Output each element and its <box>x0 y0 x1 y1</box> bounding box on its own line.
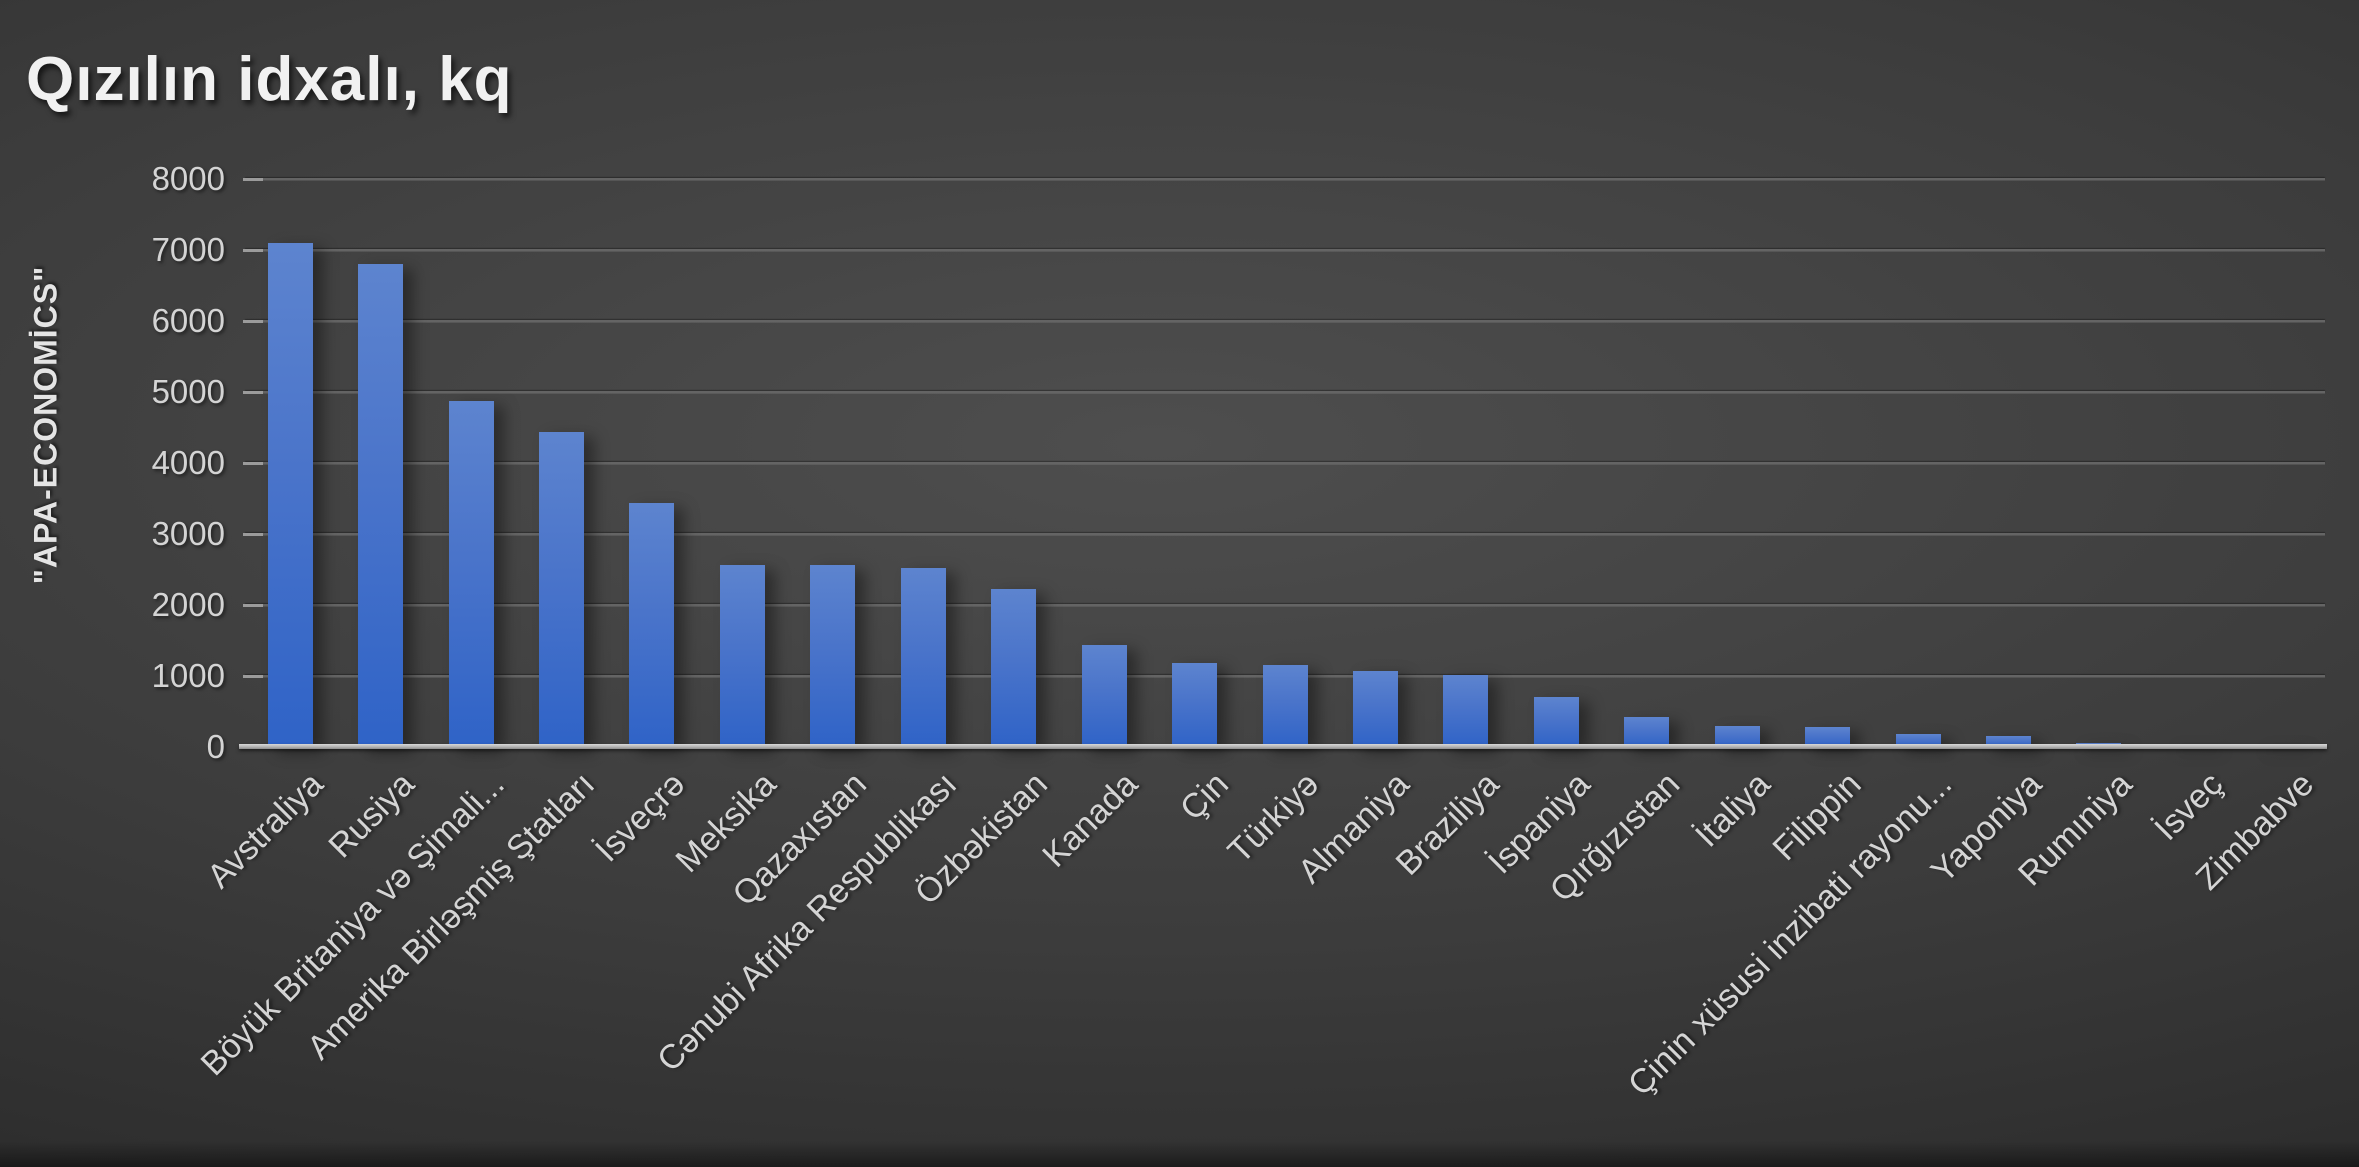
bar-7 <box>810 565 856 747</box>
x-category-label-1: Avstraliya <box>200 765 332 896</box>
x-axis-line <box>239 744 2327 749</box>
y-tick-label-5000: 5000 <box>151 373 225 410</box>
bar-12 <box>1262 664 1308 747</box>
gridline-3000 <box>245 533 2325 535</box>
y-tick-label-3000: 3000 <box>151 515 225 552</box>
bar-8 <box>900 568 946 747</box>
y-tick-label-2000: 2000 <box>151 586 225 623</box>
y-tick-label-7000: 7000 <box>151 231 225 268</box>
y-axis-tick-8000 <box>243 177 263 181</box>
bar-4 <box>539 432 585 747</box>
bar-15 <box>1533 697 1579 747</box>
y-axis-tick-1000 <box>243 674 263 678</box>
y-axis-tick-4000 <box>243 461 263 465</box>
y-axis-tick-5000 <box>243 390 263 394</box>
gridline-6000 <box>245 320 2325 322</box>
gridline-2000 <box>245 604 2325 606</box>
x-category-label-10: Kanada <box>1035 765 1145 875</box>
bar-14 <box>1443 674 1489 747</box>
gridline-5000 <box>245 391 2325 393</box>
y-axis-tick-2000 <box>243 603 263 607</box>
bar-1 <box>267 242 313 747</box>
y-tick-label-8000: 8000 <box>151 160 225 197</box>
bar-20 <box>1985 736 2031 747</box>
y-tick-label-0: 0 <box>206 728 225 765</box>
bar-6 <box>719 565 765 747</box>
x-category-label-17: İtaliya <box>1688 765 1779 855</box>
bar-5 <box>629 503 675 747</box>
y-tick-label-4000: 4000 <box>151 444 225 481</box>
bar-10 <box>1081 645 1127 747</box>
x-category-label-11: Çin <box>1172 765 1236 828</box>
y-axis-tick-3000 <box>243 532 263 536</box>
bar-17 <box>1714 725 1760 747</box>
chart-title: Qızılın idxalı, kq <box>26 45 513 114</box>
y-axis-tick-6000 <box>243 319 263 323</box>
gridline-8000 <box>245 178 2325 180</box>
bar-3 <box>448 401 494 747</box>
bar-2 <box>358 264 404 747</box>
bar-9 <box>991 588 1037 747</box>
x-category-label-22: İsveç <box>2147 765 2231 848</box>
y-tick-label-6000: 6000 <box>151 302 225 339</box>
bar-13 <box>1352 671 1398 747</box>
bar-16 <box>1624 717 1670 747</box>
bar-19 <box>1895 733 1941 747</box>
gridline-4000 <box>245 462 2325 464</box>
plot-area: 0 1000 2000 3000 4000 5000 6000 7000 8000 Avstral… <box>152 160 2327 1103</box>
y-axis-tick-7000 <box>243 248 263 252</box>
bar-18 <box>1805 727 1851 747</box>
y-tick-label-1000: 1000 <box>151 657 225 694</box>
bar-11 <box>1172 663 1218 747</box>
gridline-7000 <box>245 249 2325 251</box>
